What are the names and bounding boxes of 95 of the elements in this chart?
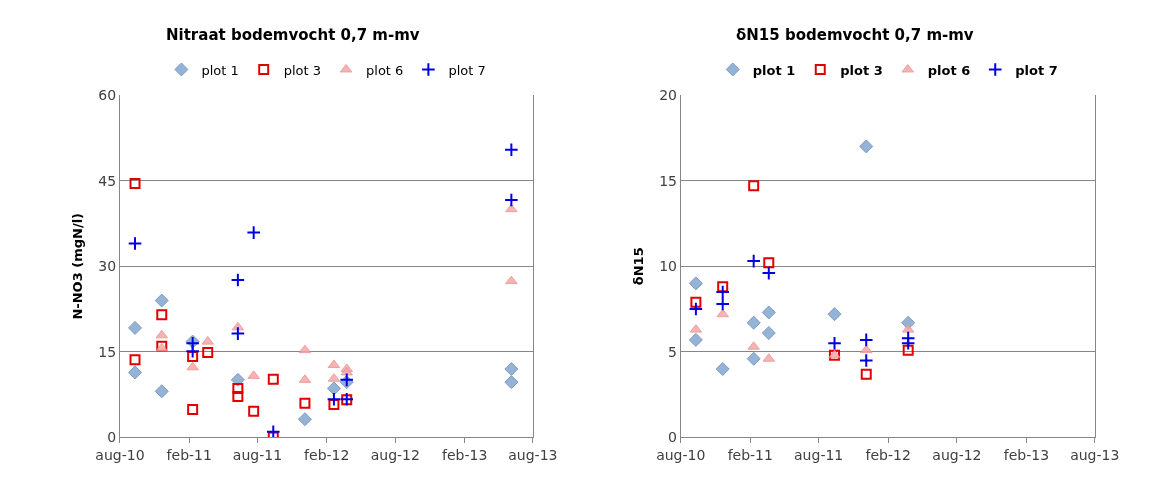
point [746, 315, 761, 330]
point [326, 391, 342, 407]
point [505, 275, 518, 285]
legend-label: plot 7 [1015, 62, 1058, 78]
chart-title: Nitraat bodemvocht 0,7 m-mv [166, 26, 420, 44]
y-tick-label: 15 [659, 172, 677, 189]
point [154, 384, 169, 399]
point [232, 390, 244, 402]
point [230, 326, 246, 341]
point [265, 424, 281, 438]
y-tick-label: 0 [107, 429, 117, 446]
point [827, 307, 842, 322]
point [748, 180, 760, 192]
point [504, 192, 519, 208]
y-tick-label: 60 [98, 86, 117, 103]
point [232, 382, 244, 394]
point [715, 296, 731, 312]
point [340, 366, 353, 376]
point [715, 284, 731, 300]
legend-label: plot 6 [366, 62, 404, 78]
x-tick-label: aug-10 [656, 447, 706, 464]
y-tick-label: 5 [668, 343, 677, 360]
point [129, 354, 141, 366]
point [187, 404, 199, 416]
point [688, 276, 703, 291]
point [763, 257, 775, 269]
point [297, 412, 312, 427]
point [859, 139, 874, 154]
y-tick-label: 10 [659, 258, 677, 275]
point [299, 397, 311, 409]
point [715, 361, 730, 376]
point [128, 320, 143, 335]
point [858, 353, 874, 368]
x-tick-label: feb-12 [865, 447, 911, 464]
y-tick-label: 20 [659, 86, 677, 103]
point [688, 301, 704, 317]
point [902, 344, 914, 356]
legend-label: plot 3 [840, 62, 883, 78]
y-axis-title: δN15 [631, 247, 647, 286]
x-tick-label: aug-10 [95, 447, 145, 464]
x-tick-label: feb-11 [166, 447, 212, 464]
point [688, 332, 703, 347]
point [248, 405, 260, 417]
x-tick-label: feb-13 [1003, 447, 1050, 464]
y-tick-label: 45 [98, 172, 117, 189]
y-tick-label: 0 [668, 429, 677, 446]
point [761, 265, 777, 281]
point [746, 253, 761, 269]
point [186, 361, 199, 371]
point [859, 344, 873, 354]
x-tick-label: feb-12 [304, 447, 350, 464]
point [858, 332, 874, 348]
point [127, 236, 143, 251]
legend-label: plot 1 [752, 62, 796, 78]
point [230, 272, 246, 288]
point [746, 351, 761, 366]
x-tick-label: aug-13 [508, 447, 558, 464]
legend-label: plot 6 [927, 62, 971, 78]
y-tick-label: 30 [98, 258, 117, 275]
point [154, 293, 169, 308]
legend-label: plot 1 [201, 62, 239, 78]
point [761, 326, 776, 341]
point [504, 142, 519, 158]
x-tick-label: aug-12 [370, 447, 420, 464]
point [156, 309, 168, 321]
chart-title: δN15 bodemvocht 0,7 m-mv [736, 26, 974, 44]
point [202, 346, 214, 358]
point [298, 344, 312, 354]
point [326, 381, 341, 396]
point [761, 305, 776, 320]
point [504, 375, 519, 390]
point [900, 336, 916, 351]
point [716, 308, 729, 318]
x-tick-label: aug-11 [232, 447, 283, 464]
legend-label: plot 7 [448, 62, 486, 78]
y-axis-title: N-NO3 (mgN/l) [70, 212, 86, 320]
point [185, 344, 200, 359]
point [246, 225, 261, 240]
x-tick-label: feb-13 [442, 447, 488, 464]
point [230, 372, 245, 387]
x-tick-label: aug-12 [932, 447, 982, 464]
point [860, 368, 872, 380]
point [505, 203, 518, 213]
legend-label: plot 3 [283, 62, 322, 78]
point [690, 296, 702, 308]
y-tick-label: 15 [98, 343, 117, 360]
point [129, 178, 141, 189]
point [827, 336, 842, 351]
x-tick-label: aug-11 [794, 447, 844, 464]
point [267, 373, 279, 385]
point [155, 329, 169, 339]
point [504, 361, 519, 376]
x-tick-label: feb-11 [727, 447, 773, 464]
point [128, 365, 143, 380]
x-tick-label: aug-13 [1070, 447, 1120, 464]
